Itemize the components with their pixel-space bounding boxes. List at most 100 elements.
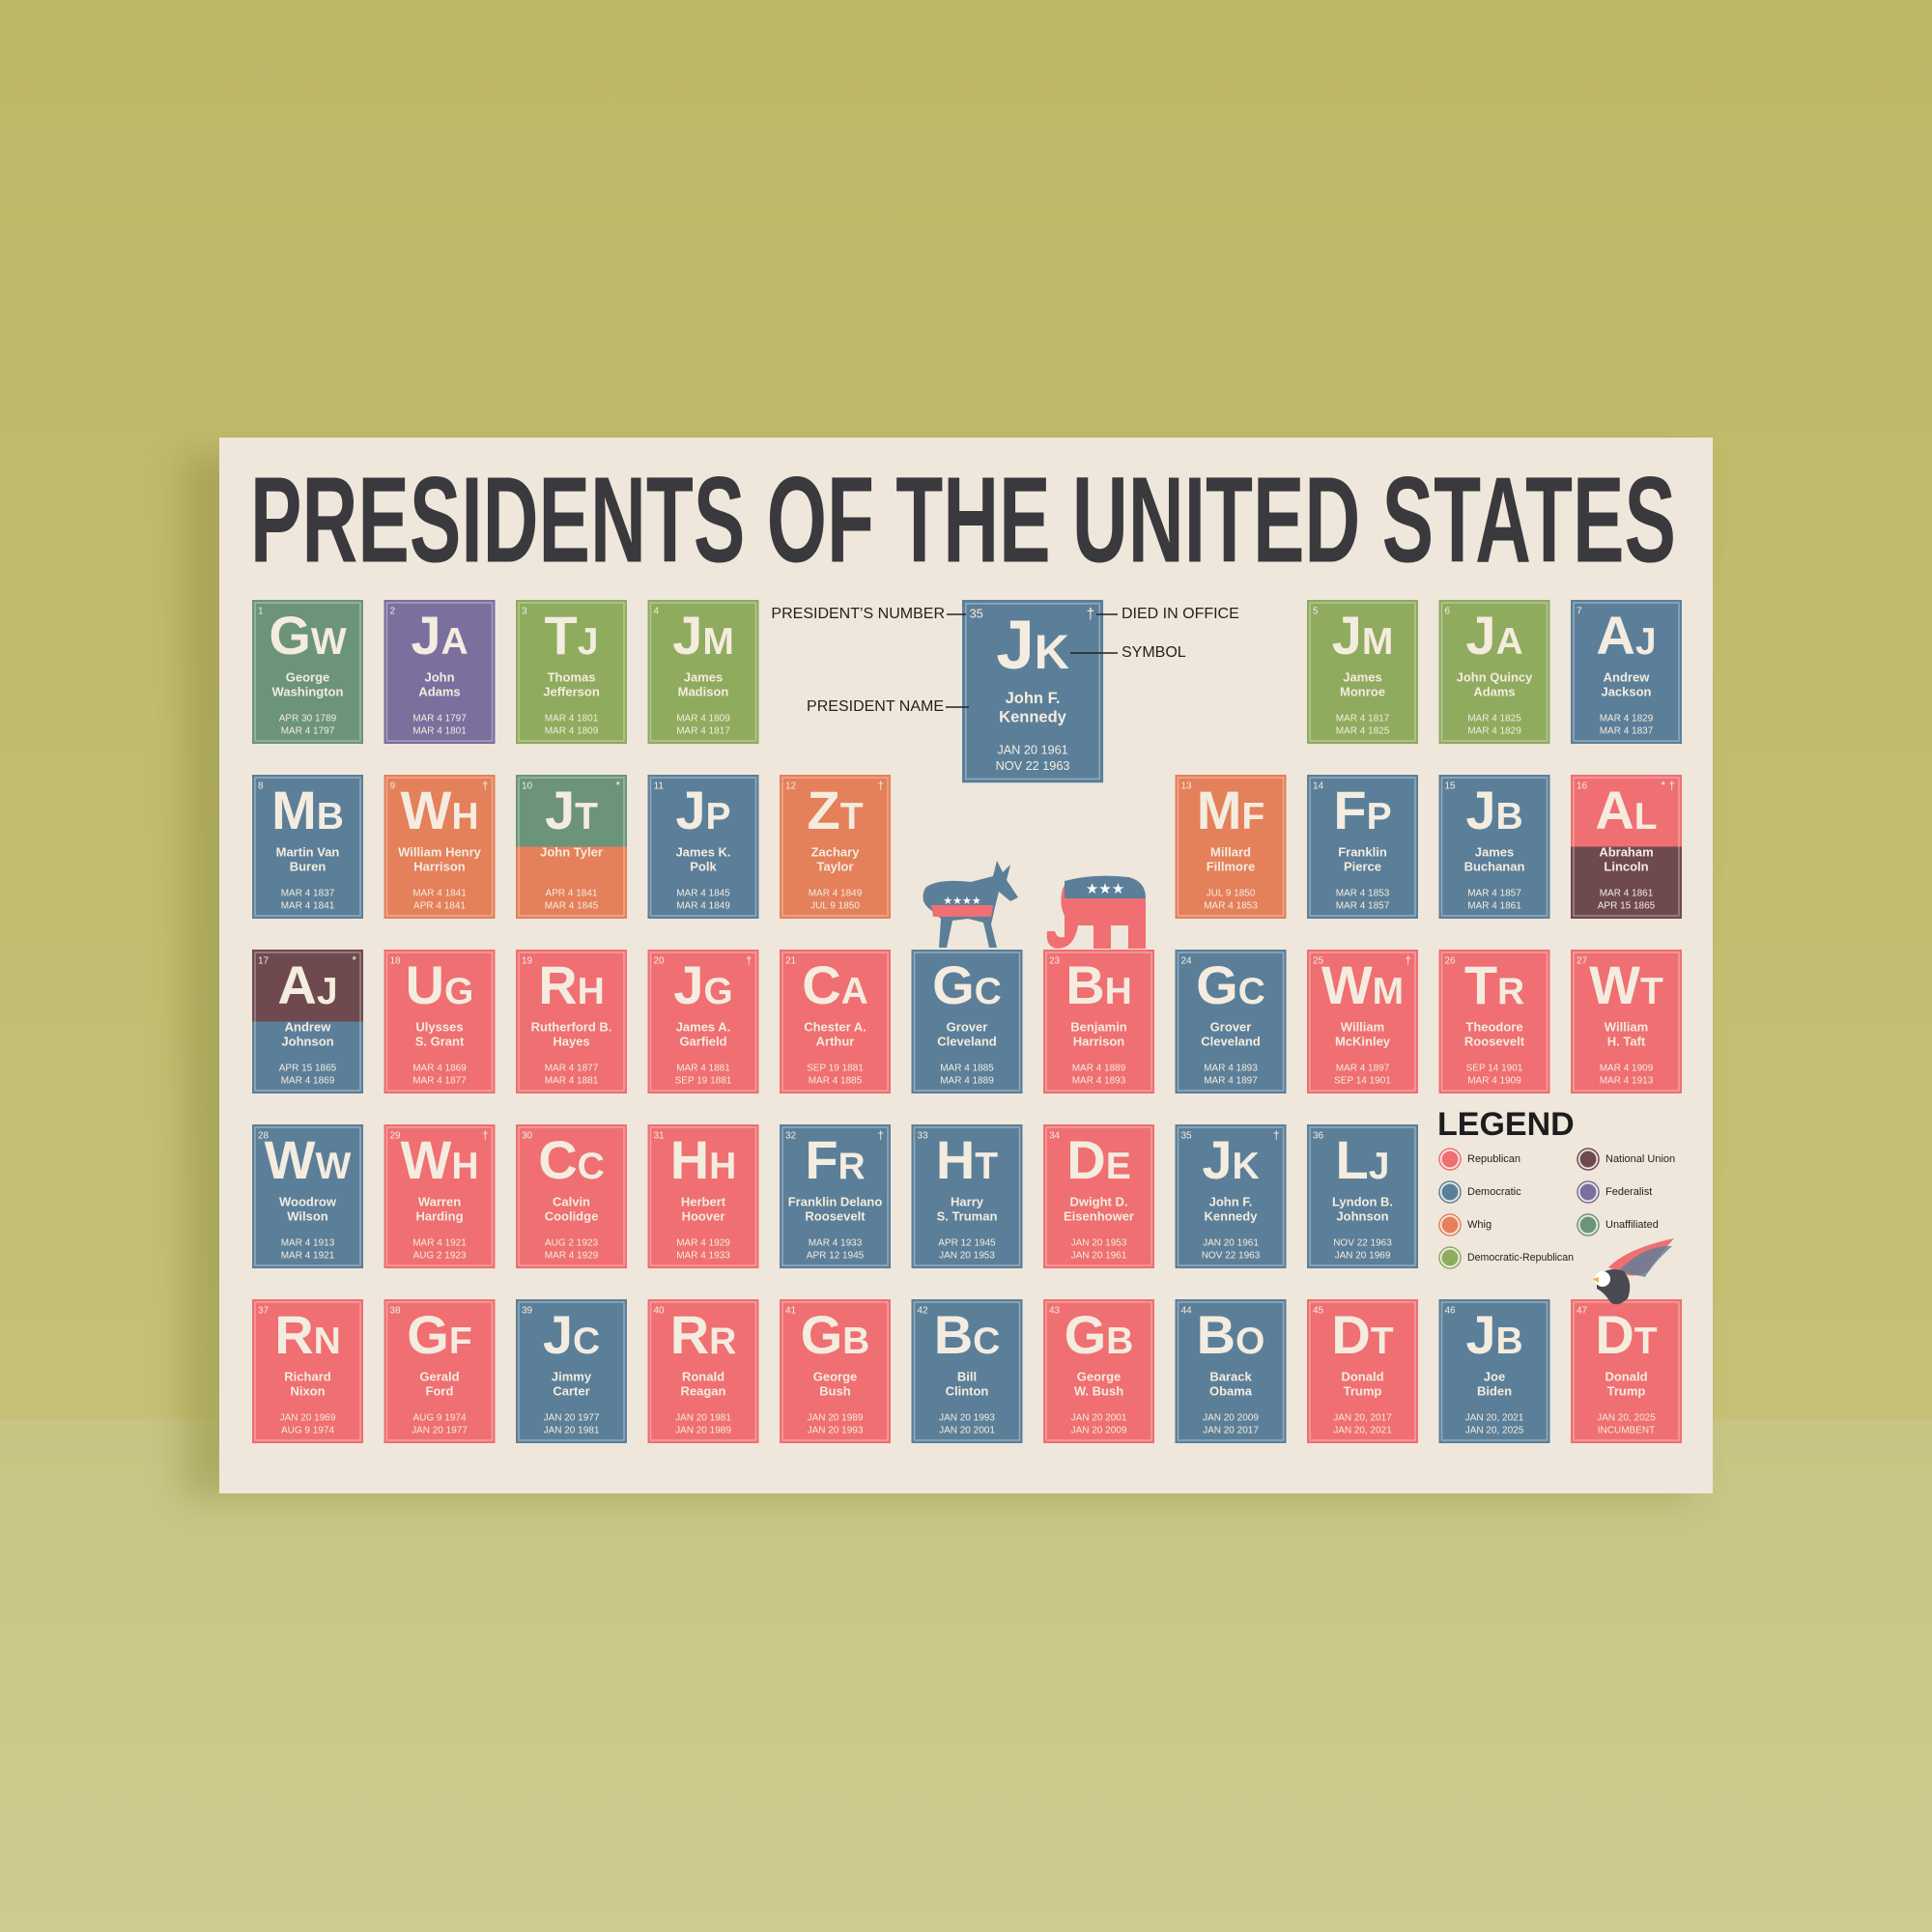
tile-symbol: Gc (932, 954, 1002, 1015)
tile-bg (780, 1124, 891, 1268)
tile-name: Abraham (1599, 844, 1653, 859)
tile-bg (647, 1299, 759, 1443)
tile-border (1177, 952, 1285, 1092)
tile-name: Jackson (1601, 684, 1651, 698)
tile-bg (962, 600, 1104, 783)
tile-number: 30 (522, 1131, 533, 1142)
tile-name: Kennedy (999, 708, 1067, 725)
tile-bg (1438, 775, 1550, 919)
tile-date: JAN 20 2001 (1071, 1413, 1127, 1424)
tile-border (385, 952, 494, 1092)
tile-bg (516, 1124, 627, 1268)
tile-name: Lincoln (1604, 859, 1648, 873)
tile-name: Cleveland (1201, 1034, 1260, 1048)
tile-number: 9 (390, 781, 396, 792)
tile-symbol: Aj (277, 954, 337, 1015)
tile-date: APR 15 1865 (279, 1064, 337, 1074)
tile-bg (516, 950, 627, 1094)
tile-name: Johnson (1336, 1208, 1388, 1223)
donkey: ★★★★ (923, 861, 1018, 948)
tile-bg (1307, 775, 1418, 919)
tile-date: MAR 4 1921 (412, 1238, 467, 1249)
legend-swatch-ring (1438, 1148, 1462, 1171)
tile-bg (1175, 1299, 1287, 1443)
tile-number: 44 (1181, 1306, 1193, 1317)
tile-number: 38 (390, 1306, 402, 1317)
tile-date: JAN 20 1969 (280, 1413, 336, 1424)
tile-bg (1043, 1124, 1154, 1268)
tile-name: Trump (1344, 1383, 1382, 1398)
tile-border (1440, 1301, 1548, 1441)
tile-date: JAN 20 1961 (1203, 1238, 1259, 1249)
tile-date: MAR 4 1889 (940, 1076, 994, 1087)
tile-bg (911, 950, 1023, 1094)
tile-name: Kennedy (1205, 1208, 1259, 1223)
tile-date: MAR 4 1861 (1467, 901, 1521, 912)
tile-number: 33 (918, 1131, 929, 1142)
callout-label: SYMBOL (1122, 644, 1186, 661)
tile-date: MAR 4 1877 (412, 1076, 467, 1087)
tile-date: JAN 20, 2025 (1465, 1426, 1524, 1436)
donkey-stars: ★★★★ (943, 895, 981, 907)
tile-date: MAR 4 1857 (1467, 889, 1521, 899)
tile-marks: † (482, 779, 489, 792)
tile-border (1309, 1301, 1416, 1441)
tile-name: Adams (418, 684, 460, 698)
tile-symbol: Gc (1196, 954, 1265, 1015)
legend-swatch-ring (1577, 1148, 1600, 1171)
tile-border (1573, 1301, 1680, 1441)
tile-border (1177, 777, 1285, 917)
tile-number: 19 (522, 956, 533, 967)
tile-name: Garfield (679, 1034, 726, 1048)
tile-symbol: Jt (545, 780, 598, 840)
president-tile: 35 † Jk John F.Kennedy JAN 20 1961 NOV 22 196… (1175, 1124, 1287, 1268)
tile-border (649, 952, 757, 1092)
tile-bg (1571, 1299, 1682, 1443)
tile-symbol: Ww (265, 1129, 352, 1190)
tile-date: MAR 4 1825 (1336, 726, 1390, 737)
tile-bg (252, 1299, 363, 1443)
tile-date: AUG 2 1923 (412, 1251, 466, 1262)
tile-date: SEP 14 1901 (1334, 1076, 1391, 1087)
tile-date: MAR 4 1929 (545, 1251, 599, 1262)
tile-date: MAR 4 1881 (676, 1064, 730, 1074)
tile-name: Eisenhower (1064, 1208, 1134, 1223)
tile-name: Ford (426, 1383, 454, 1398)
tile-border (254, 1301, 361, 1441)
tile-name: James (1475, 844, 1514, 859)
tile-number: 13 (1181, 781, 1193, 792)
tile-symbol: Rr (670, 1304, 737, 1365)
tile-number: 2 (390, 607, 396, 617)
tile-name: James A. (676, 1019, 731, 1034)
tile-date: MAR 4 1893 (1072, 1076, 1126, 1087)
tile-bg (384, 1124, 496, 1268)
tile-date: JUL 9 1850 (1207, 889, 1256, 899)
tile-symbol: Jb (1465, 1304, 1522, 1365)
legend-label: Unaffiliated (1605, 1219, 1659, 1231)
tile-number: 21 (785, 956, 797, 967)
tile-number: 34 (1049, 1131, 1061, 1142)
tile-number: 46 (1445, 1306, 1457, 1317)
tile-name: Cleveland (937, 1034, 996, 1048)
tile-border (518, 952, 625, 1092)
tile-symbol: Mb (271, 780, 344, 840)
tile-number: 4 (654, 607, 660, 617)
party-mascots: ★★★★ ★★★ (923, 861, 1674, 1305)
tile-date: MAR 4 1837 (281, 889, 335, 899)
tile-bg (647, 1124, 759, 1268)
tile-number: 37 (258, 1306, 270, 1317)
tile-top (1571, 775, 1682, 847)
tile-date: MAR 4 1801 (545, 714, 599, 724)
legend-swatch (1578, 1215, 1598, 1235)
tile-date: INCUMBENT (1598, 1426, 1655, 1436)
legend-swatch (1578, 1150, 1598, 1169)
